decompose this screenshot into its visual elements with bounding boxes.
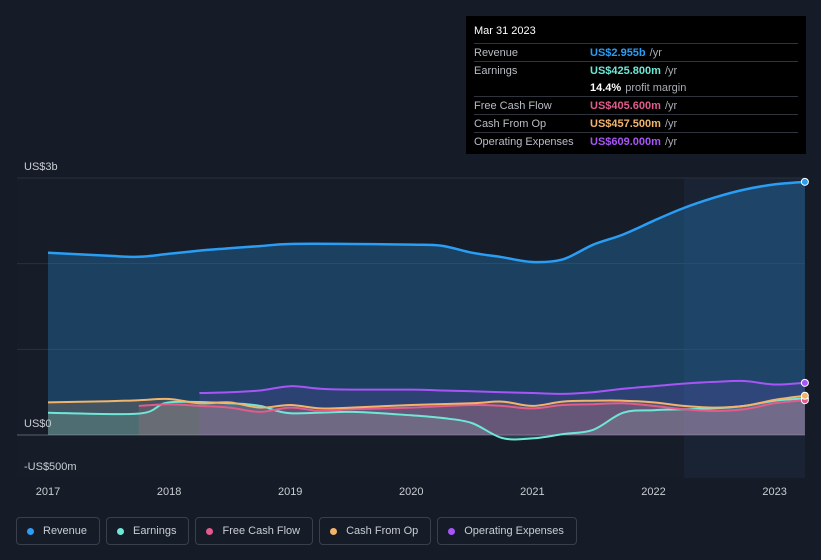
x-tick-label: 2021 <box>520 486 544 498</box>
series-lines <box>47 180 806 441</box>
legend-item-cash-from-op[interactable]: Cash From Op <box>319 517 432 545</box>
line-revenue <box>47 180 805 264</box>
tooltip-row-free-cash-flow: Free Cash Flow US$405.600m /yr <box>474 96 798 114</box>
x-tick-label: 2022 <box>641 486 665 498</box>
legend-label: Operating Expenses <box>464 525 564 537</box>
legend-item-operating-expenses[interactable]: Operating Expenses <box>437 517 577 545</box>
end-dot-cash-from-op <box>800 391 809 400</box>
legend-dot-icon <box>27 527 34 535</box>
tooltip-unit: profit margin <box>625 81 687 94</box>
y-tick-top: US$3b <box>24 161 58 173</box>
tooltip-row-cash-from-op: Cash From Op US$457.500m /yr <box>474 114 798 132</box>
tooltip-label: Cash From Op <box>474 117 547 130</box>
tooltip-row-operating-expenses: Operating Expenses US$609.000m /yr <box>474 132 798 150</box>
tooltip-row-earnings: Earnings US$425.800m /yr <box>474 61 798 79</box>
tooltip-value: US$2.955b <box>590 46 646 59</box>
tooltip-row-revenue: Revenue US$2.955b /yr <box>474 43 798 61</box>
series-end-dots <box>800 177 809 405</box>
y-tick-bottom: -US$500m <box>24 461 77 473</box>
tooltip-unit: /yr <box>664 64 678 77</box>
legend-label: Cash From Op <box>346 525 419 537</box>
area-free-cash-flow <box>138 400 805 435</box>
plot-background <box>17 178 805 478</box>
line-free-cash-flow <box>138 399 805 413</box>
tooltip-unit: /yr <box>664 117 678 130</box>
legend-label: Earnings <box>133 525 177 537</box>
y-tick-zero: US$0 <box>24 418 52 430</box>
legend-dot-icon <box>206 527 214 535</box>
tooltip-row-profit-margin: 14.4% profit margin <box>474 79 798 96</box>
tooltip-value: US$609.000m <box>590 135 661 148</box>
x-axis-ticks: 2017 2018 2019 2020 2021 2022 2023 <box>36 486 787 498</box>
tooltip-label: Free Cash Flow <box>474 99 552 112</box>
legend-label: Free Cash Flow <box>222 525 301 537</box>
tooltip-panel: Mar 31 2023 Revenue US$2.955b /yr Earnin… <box>466 16 806 154</box>
tooltip-value: US$405.600m <box>590 99 661 112</box>
tooltip-date: Mar 31 2023 <box>474 25 536 37</box>
x-tick-label: 2018 <box>157 486 181 498</box>
line-cash-from-op <box>47 394 806 410</box>
x-tick-label: 2023 <box>762 486 786 498</box>
chart-legend: Revenue Earnings Free Cash Flow Cash Fro… <box>16 517 577 545</box>
line-operating-expenses <box>199 379 805 395</box>
tooltip-value: 14.4% <box>590 81 622 94</box>
x-tick-label: 2020 <box>399 486 423 498</box>
legend-dot-icon <box>117 527 125 535</box>
legend-item-free-cash-flow[interactable]: Free Cash Flow <box>195 517 314 545</box>
area-revenue <box>48 181 805 435</box>
legend-label: Revenue <box>43 525 88 537</box>
tooltip-value: US$457.500m <box>590 117 661 130</box>
legend-dot-icon <box>330 527 338 535</box>
legend-dot-icon <box>448 527 456 535</box>
tooltip-unit: /yr <box>664 135 678 148</box>
legend-item-revenue[interactable]: Revenue <box>16 517 101 545</box>
tooltip-value: US$425.800m <box>590 64 661 77</box>
tooltip-unit: /yr <box>664 99 678 112</box>
tooltip-label: Earnings <box>474 64 518 77</box>
x-tick-label: 2019 <box>278 486 302 498</box>
tooltip-label: Revenue <box>474 46 519 59</box>
series-areas <box>48 181 805 440</box>
end-dot-operating-expenses <box>800 378 809 387</box>
end-dot-revenue <box>800 177 809 186</box>
forecast-shade <box>684 178 805 478</box>
tooltip-label: Operating Expenses <box>474 135 574 148</box>
tooltip-unit: /yr <box>649 46 662 59</box>
grid <box>17 177 805 436</box>
x-tick-label: 2017 <box>36 486 60 498</box>
legend-item-earnings[interactable]: Earnings <box>106 517 190 545</box>
area-operating-expenses <box>199 380 805 435</box>
